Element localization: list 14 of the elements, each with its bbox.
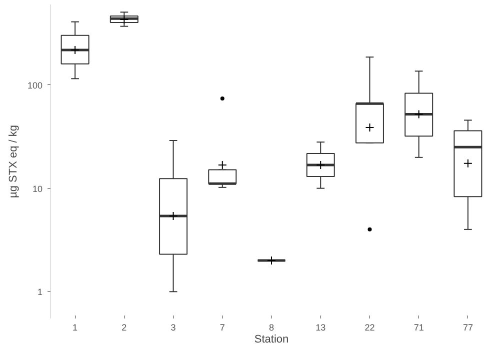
x-tick-label: 3 [170, 322, 176, 332]
x-tick-label: 8 [268, 322, 274, 332]
x-tick-label: 71 [414, 322, 424, 332]
x-tick-label: 13 [316, 322, 326, 332]
x-tick-label: 77 [462, 322, 473, 332]
x-axis-title: Station [254, 334, 289, 346]
y-tick-label: 100 [27, 80, 43, 90]
y-tick-label: 10 [32, 184, 43, 194]
x-tick-label: 1 [72, 322, 78, 332]
y-tick-label: 1 [37, 287, 43, 298]
x-tick-label: 22 [364, 322, 375, 332]
x-tick-label: 2 [122, 322, 127, 332]
x-tick-label: 7 [220, 322, 225, 332]
y-axis-title: µg STX eq / kg [7, 125, 20, 198]
